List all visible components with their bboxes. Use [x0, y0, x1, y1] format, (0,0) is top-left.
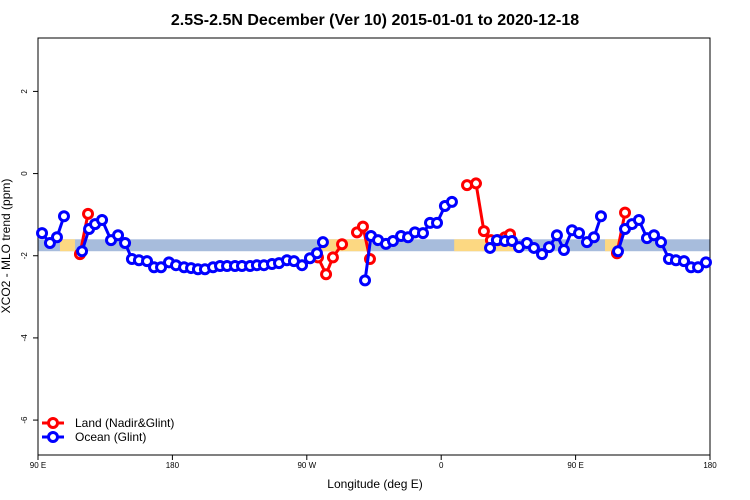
point — [445, 195, 458, 208]
point — [536, 248, 548, 261]
point — [699, 256, 712, 269]
land-span — [59, 239, 76, 252]
x-tick-label: 90 W — [297, 461, 316, 470]
point — [326, 251, 339, 264]
point — [484, 241, 497, 254]
y-tick-label: 0 — [20, 171, 29, 176]
y-tick-label: -6 — [20, 416, 29, 424]
y-tick-label: -2 — [20, 252, 29, 260]
point — [505, 234, 518, 247]
point — [36, 227, 49, 240]
point — [469, 177, 482, 190]
point — [461, 179, 474, 192]
chart-title: 2.5S-2.5N December (Ver 10) 2015-01-01 t… — [171, 12, 579, 29]
legend-marker — [47, 417, 59, 429]
point — [112, 229, 125, 242]
land-span — [454, 239, 515, 252]
y-tick-label: 2 — [20, 89, 29, 94]
point — [416, 227, 429, 240]
point — [632, 214, 645, 227]
point — [356, 220, 369, 233]
point — [119, 237, 132, 250]
point — [557, 243, 570, 256]
point — [50, 231, 63, 244]
point — [386, 234, 399, 247]
x-tick-label: 0 — [439, 461, 444, 470]
point — [82, 207, 95, 220]
point — [431, 216, 444, 229]
y-axis-label: XCO2 - MLO trend (ppm) — [0, 179, 13, 314]
legend-label: Ocean (Glint) — [75, 430, 146, 444]
point — [573, 227, 586, 240]
x-tick-label: 90 E — [30, 461, 46, 470]
point — [594, 210, 607, 223]
x-tick-label: 180 — [166, 461, 180, 470]
point — [619, 206, 632, 219]
point — [527, 241, 540, 254]
x-tick-label: 180 — [703, 461, 717, 470]
point — [655, 236, 668, 249]
legend-label: Land (Nadir&Glint) — [75, 416, 174, 430]
point — [296, 259, 309, 272]
point — [310, 247, 323, 260]
point — [96, 214, 109, 227]
x-tick-label: 90 E — [567, 461, 583, 470]
point — [612, 245, 625, 258]
point — [550, 229, 563, 242]
point — [648, 229, 660, 242]
point — [336, 238, 349, 251]
point — [543, 241, 556, 254]
point — [359, 274, 372, 287]
point — [316, 236, 329, 249]
point — [320, 268, 333, 281]
ocean-band — [38, 239, 710, 252]
y-tick-label: -4 — [20, 334, 29, 342]
point — [141, 255, 154, 268]
plot-frame — [37, 37, 711, 456]
point — [76, 245, 89, 258]
land-span — [605, 239, 620, 252]
x-axis-label: Longitude (deg E) — [327, 477, 422, 491]
point — [678, 255, 691, 268]
point — [587, 231, 600, 244]
point — [477, 225, 490, 238]
point — [57, 210, 70, 223]
legend-marker — [47, 431, 59, 443]
